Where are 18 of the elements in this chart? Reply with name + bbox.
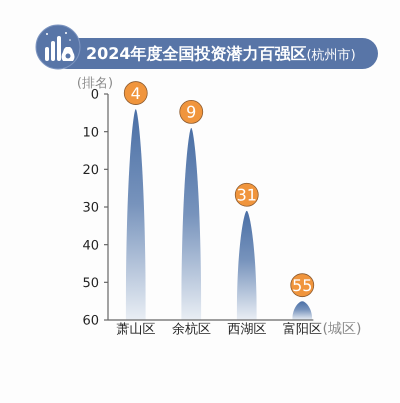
chart-title: 2024年度全国投资潜力百强区 [86, 44, 307, 63]
y-tick-label: 30 [82, 200, 99, 216]
y-tick-label: 10 [82, 125, 99, 140]
data-label: 31 [236, 186, 257, 205]
x-tick-label: 西湖区 [227, 322, 266, 337]
chart-subtitle: (杭州市) [306, 48, 356, 63]
y-tick-label: 40 [82, 238, 99, 254]
y-tick-label: 0 [90, 88, 99, 103]
y-tick-label: 20 [82, 163, 99, 178]
data-label: 4 [130, 84, 141, 103]
x-tick-label: 富阳区 [282, 321, 322, 337]
data-label: 9 [186, 102, 196, 122]
y-tick-label: 60 [82, 314, 99, 329]
x-axis-title: (城区) [322, 321, 362, 337]
y-tick-label: 50 [82, 276, 99, 292]
data-label: 55 [292, 276, 312, 295]
x-tick-label: 余杭区 [172, 322, 211, 337]
x-tick-label: 萧山区 [116, 322, 156, 337]
